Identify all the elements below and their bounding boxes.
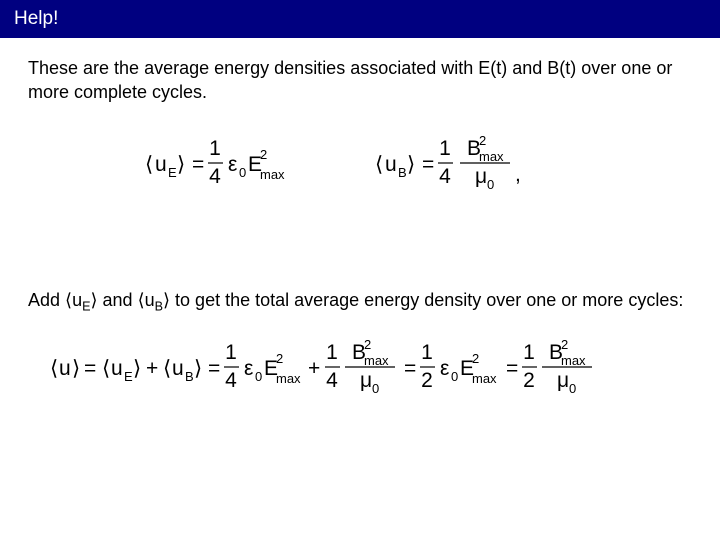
svg-text:⟩: ⟩	[177, 153, 185, 176]
svg-text:u: u	[111, 357, 123, 380]
svg-text:⟨: ⟨	[50, 357, 58, 380]
svg-text:⟩: ⟩	[194, 357, 202, 380]
svg-text:=: =	[84, 357, 96, 380]
svg-text:u: u	[59, 357, 71, 380]
svg-text:⟨: ⟨	[163, 357, 171, 380]
svg-text:μ: μ	[475, 165, 487, 188]
svg-text:2: 2	[260, 147, 267, 162]
svg-text:4: 4	[209, 165, 221, 188]
svg-text:ε: ε	[244, 357, 253, 380]
svg-text:⟩: ⟩	[133, 357, 141, 380]
slide-content: These are the average energy densities a…	[0, 38, 720, 420]
svg-text:=: =	[506, 357, 518, 380]
svg-text:μ: μ	[360, 369, 372, 392]
svg-text:2: 2	[276, 351, 283, 366]
svg-text:4: 4	[225, 369, 237, 392]
svg-text:2: 2	[561, 337, 568, 352]
svg-text:1: 1	[523, 341, 535, 364]
svg-text:2: 2	[364, 337, 371, 352]
svg-text:2: 2	[472, 351, 479, 366]
svg-text:0: 0	[451, 369, 458, 384]
svg-text:4: 4	[326, 369, 338, 392]
svg-text:+: +	[308, 357, 320, 380]
svg-text:=: =	[404, 357, 416, 380]
svg-text:0: 0	[372, 381, 379, 396]
svg-text:max: max	[260, 167, 285, 182]
svg-text:2: 2	[523, 369, 535, 392]
svg-text:=: =	[192, 153, 204, 176]
svg-text:⟨: ⟨	[145, 153, 153, 176]
svg-text:E: E	[124, 369, 133, 384]
svg-text:+: +	[146, 357, 158, 380]
paragraph-2: Add ⟨uE⟩ and ⟨uB⟩ to get the total avera…	[28, 288, 692, 316]
title-text: Help!	[14, 8, 58, 29]
svg-text:0: 0	[569, 381, 576, 396]
equation-2: ⟨ u ⟩ = ⟨ u E ⟩ + ⟨ u B ⟩ = 1	[28, 337, 692, 402]
equation-1: ⟨ u E ⟩ = 1 4 ε 0 E 2 max ⟨	[28, 133, 692, 198]
svg-text:=: =	[422, 153, 434, 176]
svg-text:1: 1	[326, 341, 338, 364]
svg-text:max: max	[479, 149, 504, 164]
svg-text:0: 0	[487, 177, 494, 192]
svg-text:max: max	[276, 371, 301, 386]
svg-text:0: 0	[255, 369, 262, 384]
svg-text:2: 2	[421, 369, 433, 392]
svg-text:⟩: ⟩	[72, 357, 80, 380]
svg-text:B: B	[398, 165, 407, 180]
svg-text:ε: ε	[440, 357, 449, 380]
svg-text:1: 1	[225, 341, 237, 364]
svg-text:,: ,	[515, 163, 521, 186]
svg-text:1: 1	[439, 137, 451, 160]
svg-text:B: B	[185, 369, 194, 384]
svg-text:2: 2	[479, 133, 486, 148]
svg-text:⟩: ⟩	[407, 153, 415, 176]
svg-text:μ: μ	[557, 369, 569, 392]
svg-text:⟨: ⟨	[102, 357, 110, 380]
svg-text:max: max	[561, 353, 586, 368]
svg-text:0: 0	[239, 165, 246, 180]
svg-text:u: u	[385, 153, 397, 176]
svg-text:4: 4	[439, 165, 451, 188]
svg-text:max: max	[364, 353, 389, 368]
svg-text:u: u	[172, 357, 184, 380]
title-bar: Help!	[0, 0, 720, 38]
svg-text:max: max	[472, 371, 497, 386]
svg-text:E: E	[168, 165, 177, 180]
svg-text:=: =	[208, 357, 220, 380]
svg-text:1: 1	[209, 137, 221, 160]
svg-text:⟨: ⟨	[375, 153, 383, 176]
svg-text:u: u	[155, 153, 167, 176]
paragraph-1: These are the average energy densities a…	[28, 56, 692, 105]
svg-text:1: 1	[421, 341, 433, 364]
svg-text:ε: ε	[228, 153, 237, 176]
